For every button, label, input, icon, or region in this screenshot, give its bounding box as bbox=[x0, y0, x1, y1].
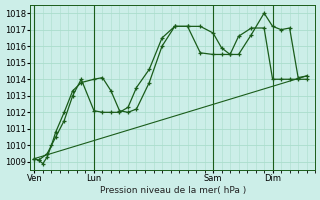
X-axis label: Pression niveau de la mer( hPa ): Pression niveau de la mer( hPa ) bbox=[100, 186, 246, 195]
